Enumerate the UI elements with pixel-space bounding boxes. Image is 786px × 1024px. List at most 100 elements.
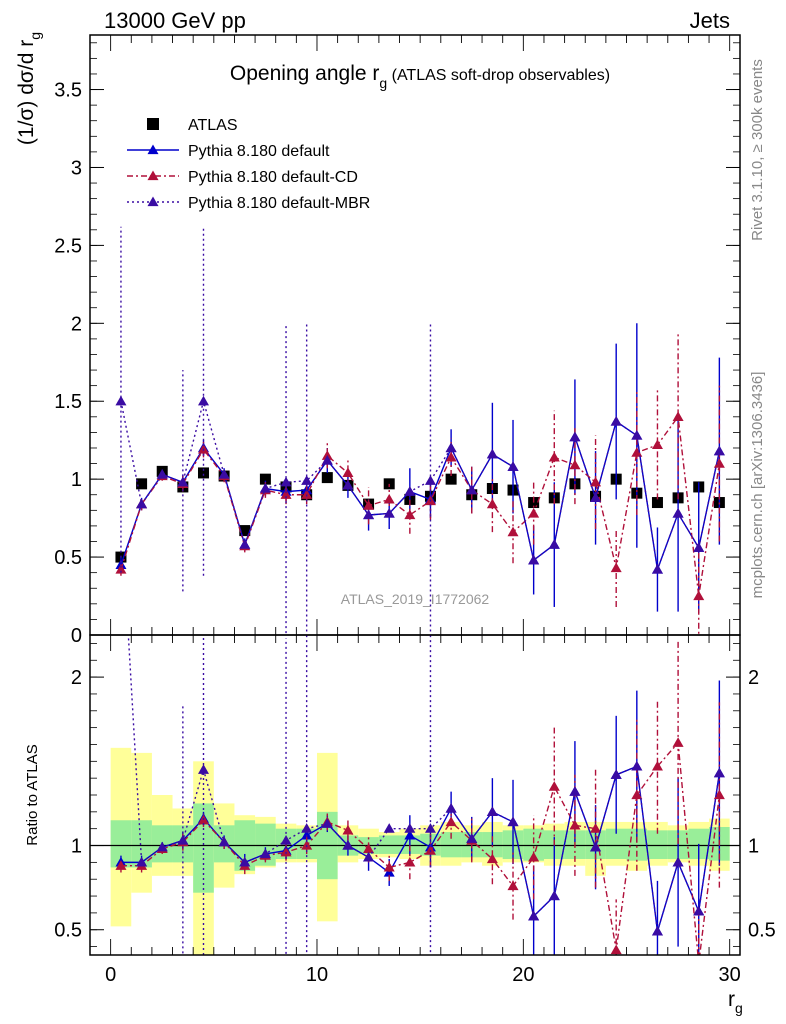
main-y-label-sub: g bbox=[27, 32, 43, 40]
data-point bbox=[424, 845, 436, 855]
data-point bbox=[363, 509, 375, 520]
y-tick-label: 1 bbox=[71, 469, 82, 491]
band-inner bbox=[255, 823, 276, 866]
beam-label: 13000 GeV pp bbox=[104, 8, 246, 33]
y-tick-label: 0 bbox=[71, 625, 82, 647]
data-point bbox=[610, 562, 622, 573]
y-tick-label-right: 1 bbox=[748, 836, 759, 858]
mcplots-label: mcplots.cern.ch [arXiv:1306.3436] bbox=[749, 372, 766, 599]
data-point bbox=[651, 564, 663, 574]
analysis-label: ATLAS_2019_I1772062 bbox=[341, 591, 490, 607]
data-point bbox=[239, 539, 251, 549]
series-line bbox=[120, 414, 721, 597]
plot-content bbox=[115, 226, 725, 635]
band-inner bbox=[378, 835, 400, 854]
ratio-frame bbox=[89, 634, 741, 956]
data-point bbox=[590, 476, 602, 487]
data-point bbox=[569, 459, 581, 470]
data-point bbox=[363, 851, 375, 862]
data-point bbox=[528, 851, 540, 862]
data-point bbox=[383, 823, 395, 833]
data-point bbox=[548, 539, 560, 549]
data-point bbox=[115, 395, 127, 406]
data-point bbox=[280, 834, 292, 845]
process-label: Jets bbox=[690, 8, 730, 33]
data-point bbox=[445, 802, 457, 813]
main-y-axis: 0 0.5 1 1.5 2 2.5 3 3.5 bbox=[54, 35, 740, 647]
data-point bbox=[610, 944, 622, 955]
data-point bbox=[259, 483, 271, 493]
data-point bbox=[321, 818, 333, 828]
data-point bbox=[177, 476, 189, 487]
x-tick-label: 20 bbox=[512, 964, 534, 986]
data-point bbox=[404, 856, 416, 867]
data-point bbox=[259, 848, 271, 859]
y-tick-label: 2 bbox=[71, 313, 82, 335]
data-point bbox=[321, 472, 333, 484]
data-point bbox=[197, 764, 209, 774]
y-tick-label: 2 bbox=[71, 667, 82, 689]
y-tick-label: 3 bbox=[71, 157, 82, 179]
y-tick-label: 0.5 bbox=[54, 547, 82, 569]
legend: ATLAS Pythia 8.180 default Pythia 8.180 de… bbox=[127, 117, 370, 212]
data-point bbox=[342, 467, 354, 478]
data-point bbox=[569, 786, 581, 796]
data-point bbox=[218, 468, 230, 479]
data-point bbox=[383, 507, 395, 518]
series-line bbox=[120, 765, 721, 932]
series-pythia-8-180-default-mbr bbox=[115, 226, 725, 635]
data-point bbox=[548, 890, 560, 901]
data-point bbox=[301, 840, 313, 850]
series-pythia-8-180-default-mbr bbox=[127, 635, 725, 955]
series-line bbox=[120, 420, 721, 570]
x-axis-label-sub: g bbox=[735, 1000, 743, 1016]
data-point bbox=[177, 834, 189, 845]
data-point bbox=[548, 781, 560, 791]
data-point bbox=[713, 458, 725, 468]
band-inner bbox=[523, 828, 544, 861]
main-y-label-text: (1/σ) dσ/d r bbox=[15, 40, 38, 145]
data-point bbox=[569, 819, 581, 830]
y-tick-label: 1 bbox=[71, 836, 82, 858]
data-point bbox=[363, 500, 375, 510]
legend-marker bbox=[147, 196, 159, 207]
data-point bbox=[136, 856, 148, 867]
data-point bbox=[507, 461, 519, 471]
plot-title-sub: g bbox=[379, 75, 387, 91]
data-point bbox=[445, 816, 457, 827]
plot-content bbox=[90, 635, 740, 955]
data-point bbox=[590, 492, 602, 502]
band-inner bbox=[605, 828, 627, 859]
plot-title-main: Opening angle r bbox=[230, 62, 379, 85]
main-plot-area bbox=[115, 226, 725, 635]
data-point bbox=[136, 478, 148, 490]
data-point bbox=[631, 789, 643, 800]
data-point bbox=[445, 451, 457, 462]
data-point bbox=[383, 493, 395, 504]
data-point bbox=[631, 760, 643, 771]
data-point bbox=[693, 905, 705, 916]
data-point bbox=[486, 498, 498, 509]
data-point bbox=[651, 497, 663, 509]
data-point bbox=[590, 841, 602, 852]
data-point bbox=[424, 475, 436, 485]
data-point bbox=[672, 507, 684, 518]
ratio-axes: 0.5 0.51 12 20 10 20 30 bbox=[54, 635, 776, 986]
data-point bbox=[342, 840, 354, 850]
data-point bbox=[301, 823, 313, 833]
data-point bbox=[590, 823, 602, 833]
legend-label: ATLAS bbox=[188, 117, 238, 134]
data-point bbox=[528, 910, 540, 921]
rivet-label: Rivet 3.1.10, ≥ 300k events bbox=[749, 59, 766, 241]
data-point bbox=[507, 526, 519, 537]
data-point bbox=[693, 542, 705, 552]
series-line bbox=[120, 398, 721, 570]
data-point bbox=[404, 823, 416, 833]
x-tick-label: 0 bbox=[105, 964, 116, 986]
data-point bbox=[301, 829, 313, 840]
plot-title-rest: (ATLAS soft-drop observables) bbox=[387, 67, 610, 84]
x-tick-label: 30 bbox=[719, 964, 741, 986]
data-point bbox=[445, 473, 457, 485]
main-panel: 00.511.522.533.5 (1/σ) dσ/d rg Opening a… bbox=[15, 32, 741, 647]
